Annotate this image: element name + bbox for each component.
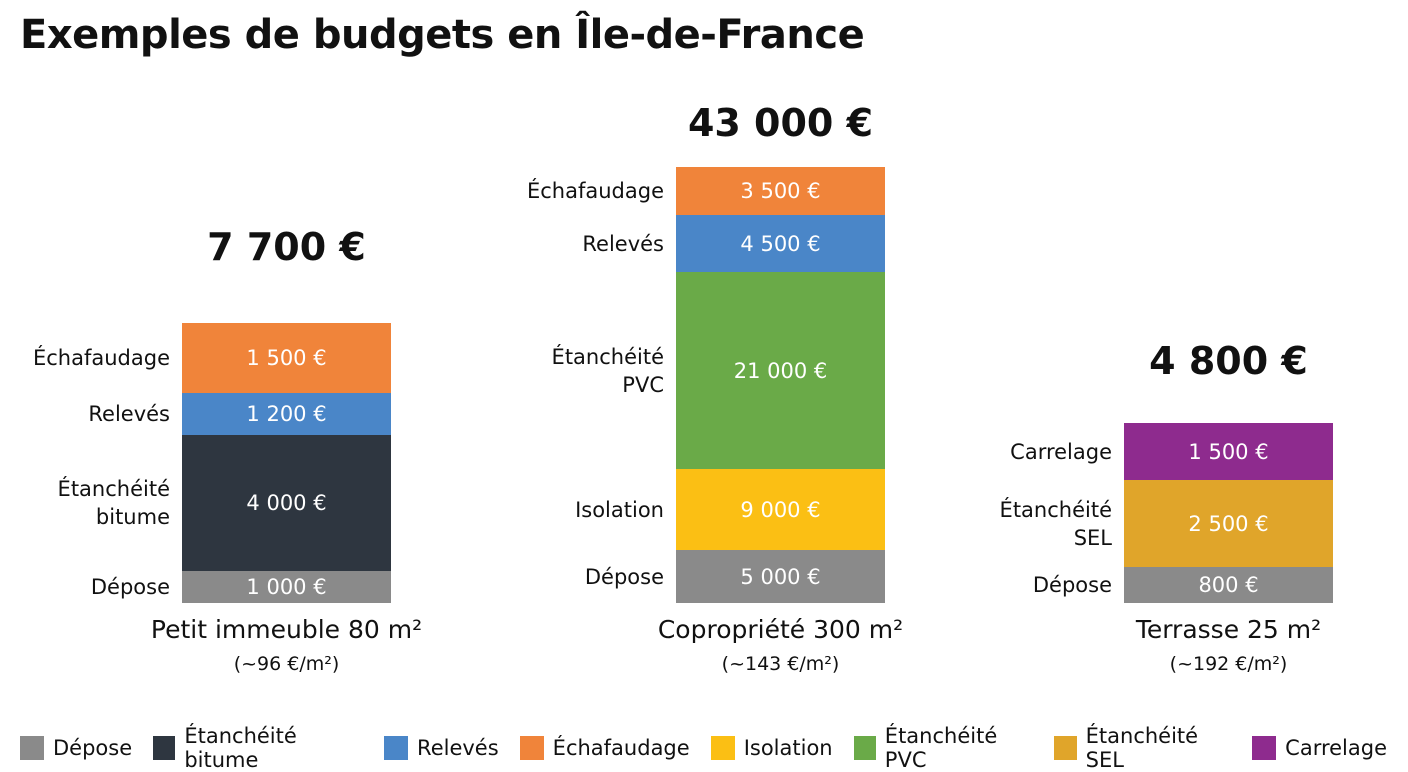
bar-segment: 1 200 € [182, 393, 391, 435]
legend-label: Étanchéité PVC [885, 724, 1034, 772]
bar-segment: 4 000 € [182, 435, 391, 571]
bar-segment: 1 000 € [182, 571, 391, 603]
segment-category-label: Carrelage [1010, 438, 1112, 466]
segment-category-label: Dépose [91, 573, 170, 601]
legend-swatch [153, 736, 175, 760]
legend-swatch [854, 736, 876, 760]
bar-category-label: Copropriété 300 m² [581, 615, 981, 644]
legend-item: Étanchéité PVC [854, 724, 1034, 772]
legend-swatch [384, 736, 408, 760]
bar-total-label: 4 800 € [1079, 339, 1379, 383]
legend-swatch [1252, 736, 1276, 760]
legend-label: Étanchéité bitume [184, 724, 363, 772]
legend-item: Carrelage [1252, 736, 1387, 760]
legend-swatch [520, 736, 544, 760]
bar-segment: 9 000 € [676, 469, 885, 550]
bar-per-m2-label: (~192 €/m²) [1079, 653, 1379, 675]
bar-category-label: Terrasse 25 m² [1029, 615, 1408, 644]
bar-segment: 2 500 € [1124, 480, 1333, 567]
legend-item: Relevés [384, 736, 499, 760]
legend-item: Isolation [711, 736, 833, 760]
legend-swatch [711, 736, 735, 760]
bar-segment: 21 000 € [676, 272, 885, 469]
legend-label: Relevés [417, 736, 499, 760]
bar-per-m2-label: (~96 €/m²) [137, 653, 437, 675]
legend-swatch [20, 736, 44, 760]
legend-label: Dépose [53, 736, 132, 760]
segment-category-label: Échafaudage [33, 344, 170, 372]
legend-item: Dépose [20, 736, 132, 760]
bar-segment: 4 500 € [676, 215, 885, 272]
bar-segment: 1 500 € [182, 323, 391, 393]
segment-category-label: Échafaudage [527, 177, 664, 205]
segment-category-label: Relevés [582, 230, 664, 258]
bar-segment: 3 500 € [676, 167, 885, 215]
legend-item: Étanchéité bitume [153, 724, 363, 772]
bar-total-label: 43 000 € [631, 101, 931, 145]
bar-segment: 1 500 € [1124, 423, 1333, 480]
segment-category-label: Étanchéité bitume [20, 475, 170, 531]
legend-label: Isolation [744, 736, 833, 760]
segment-category-label: Étanchéité PVC [514, 343, 664, 399]
segment-category-label: Dépose [1033, 571, 1112, 599]
legend-label: Carrelage [1285, 736, 1387, 760]
legend-label: Échafaudage [553, 736, 690, 760]
bar-per-m2-label: (~143 €/m²) [631, 653, 931, 675]
segment-category-label: Relevés [88, 400, 170, 428]
legend-label: Étanchéité SEL [1086, 724, 1232, 772]
bar-total-label: 7 700 € [137, 225, 437, 269]
segment-category-label: Dépose [585, 563, 664, 591]
segment-category-label: Étanchéité SEL [962, 496, 1112, 552]
legend-item: Étanchéité SEL [1054, 724, 1231, 772]
bar-segment: 5 000 € [676, 550, 885, 603]
legend-item: Échafaudage [520, 736, 690, 760]
legend-swatch [1054, 736, 1076, 760]
chart-title: Exemples de budgets en Île-de-France [20, 12, 864, 58]
legend: Dépose Étanchéité bitume Relevés Échafaudag… [20, 724, 1408, 772]
bar-category-label: Petit immeuble 80 m² [87, 615, 487, 644]
bar-segment: 800 € [1124, 567, 1333, 603]
segment-category-label: Isolation [575, 496, 664, 524]
